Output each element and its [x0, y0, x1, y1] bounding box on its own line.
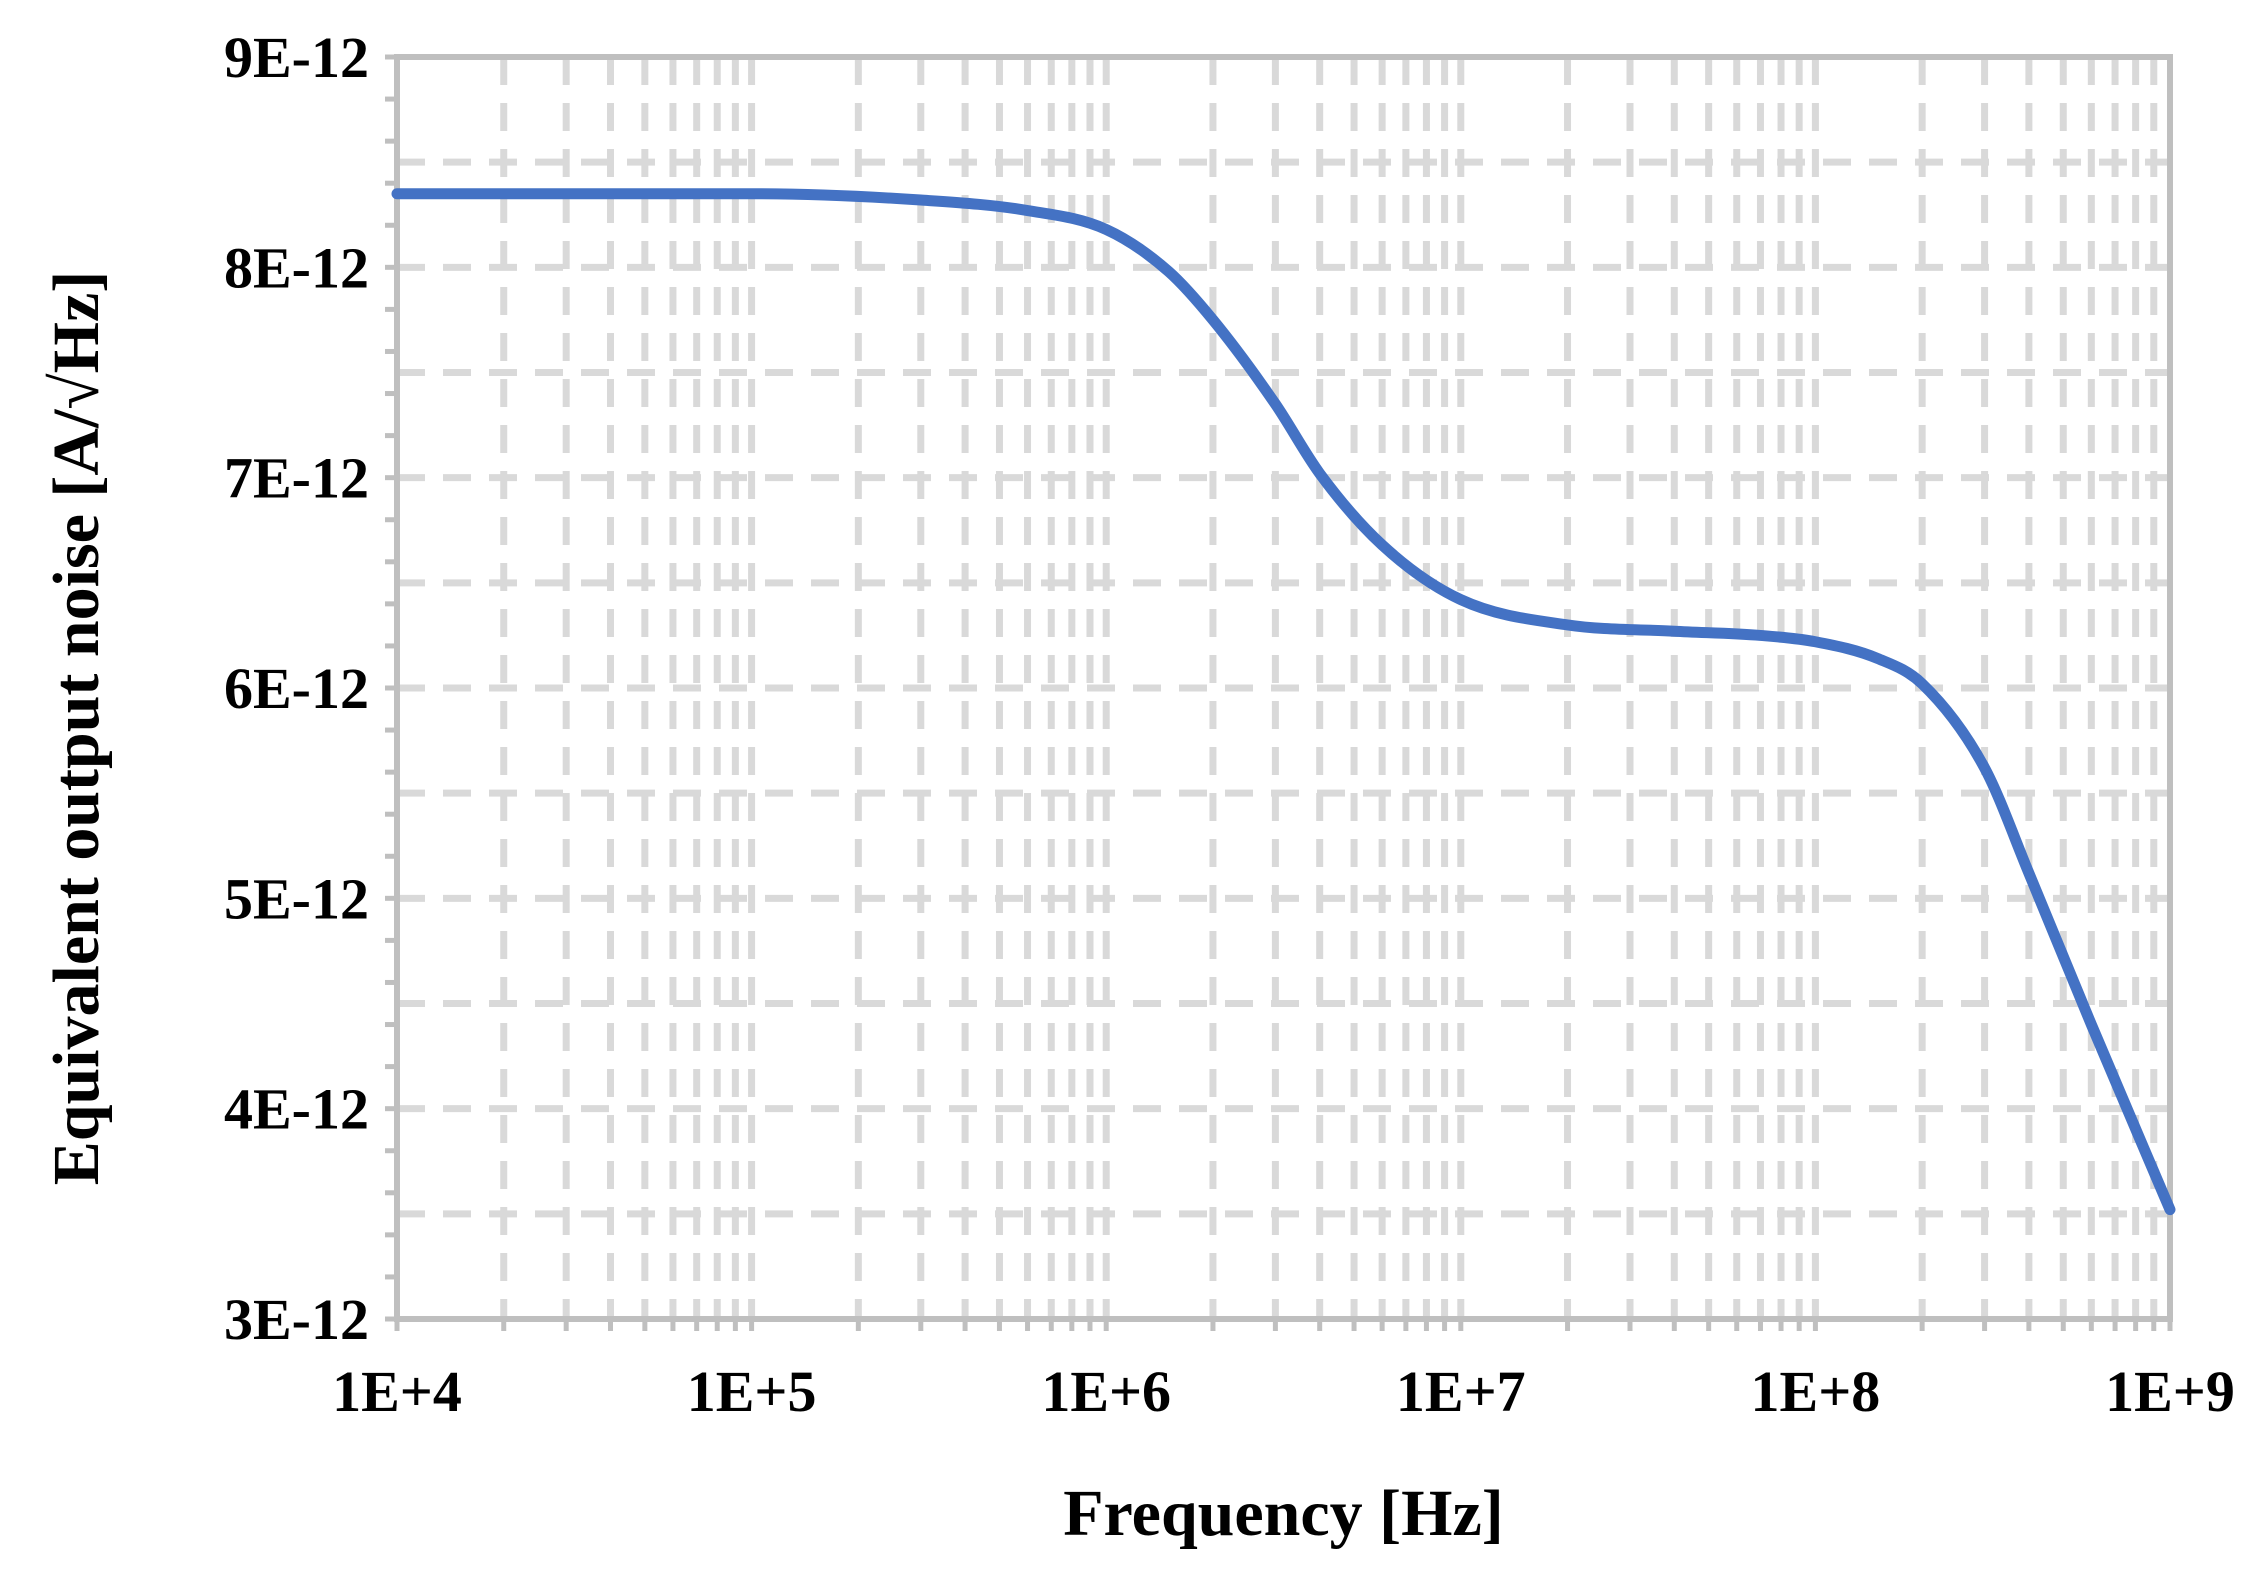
- y-tick-labels: 3E-12 4E-12 5E-12 6E-12 7E-12 8E-12 9E-12: [224, 25, 369, 1352]
- series-layer: [391, 188, 2176, 1216]
- y-tick-label: 8E-12: [224, 235, 369, 300]
- grid: [385, 54, 2173, 1331]
- y-tick-label: 4E-12: [224, 1077, 369, 1142]
- x-tick-label: 1E+4: [332, 1359, 462, 1424]
- y-tick-label: 6E-12: [224, 656, 369, 721]
- noise-curve: [391, 188, 2176, 1216]
- x-tick-label: 1E+8: [1751, 1359, 1881, 1424]
- y-tick-label: 7E-12: [224, 446, 369, 511]
- x-axis-title: Frequency [Hz]: [1063, 1477, 1504, 1550]
- x-tick-label: 1E+5: [687, 1359, 817, 1424]
- x-tick-labels: 1E+4 1E+5 1E+6 1E+7 1E+8 1E+9: [332, 1359, 2235, 1424]
- x-tick-label: 1E+6: [1041, 1359, 1171, 1424]
- y-axis-title: Equivalent output noise [A/√Hz]: [40, 271, 113, 1186]
- x-tick-label: 1E+7: [1396, 1359, 1526, 1424]
- y-tick-label: 9E-12: [224, 25, 369, 90]
- x-tick-label: 1E+9: [2105, 1359, 2235, 1424]
- y-tick-label: 3E-12: [224, 1287, 369, 1352]
- y-tick-label: 5E-12: [224, 866, 369, 931]
- plot-frame: [394, 54, 2173, 1322]
